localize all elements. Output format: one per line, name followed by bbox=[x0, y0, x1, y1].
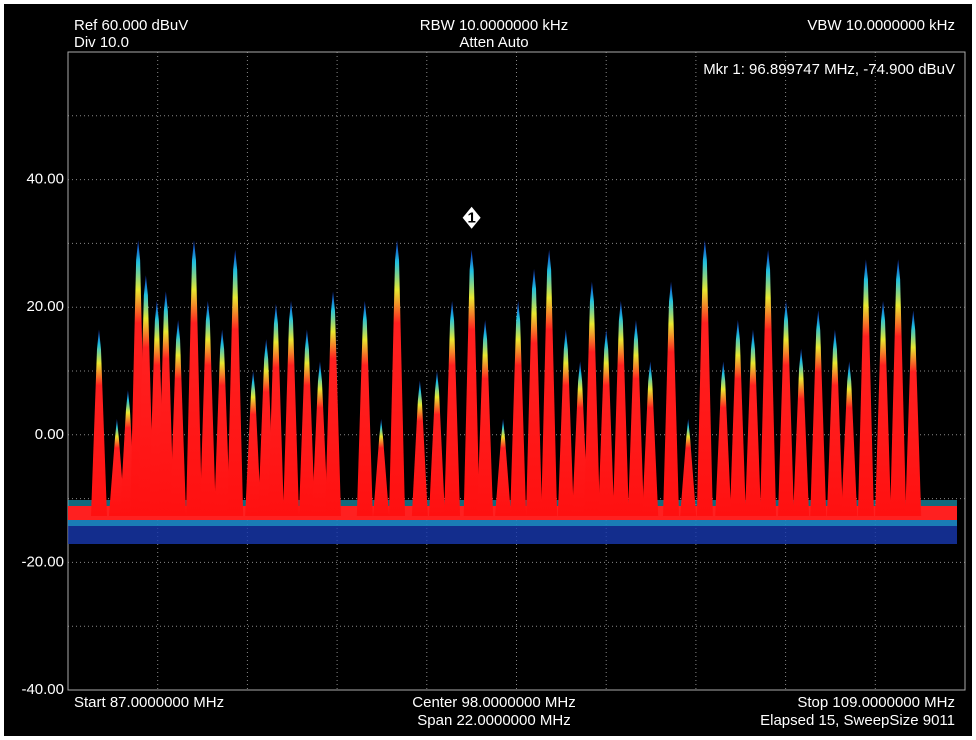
spectrum-peak bbox=[389, 240, 406, 516]
rbw: RBW 10.0000000 kHz bbox=[420, 17, 568, 34]
div: Div 10.0 bbox=[74, 34, 129, 51]
spectrum-peak bbox=[298, 329, 315, 516]
spectrum-peak bbox=[793, 348, 810, 516]
spectrum-peak bbox=[311, 361, 328, 516]
spectrum-peak bbox=[411, 380, 428, 516]
start-freq: Start 87.0000000 MHz bbox=[74, 694, 224, 711]
spectrum-peak bbox=[199, 300, 216, 516]
atten: Atten Auto bbox=[459, 34, 528, 51]
spectrum-peak bbox=[572, 361, 589, 516]
spectrum-peak bbox=[841, 361, 858, 516]
spectrum-peak bbox=[137, 275, 154, 516]
center-freq: Center 98.0000000 MHz bbox=[412, 694, 575, 711]
y-tick-label: 40.00 bbox=[26, 171, 64, 188]
spectrum-peak bbox=[696, 240, 713, 516]
spectrum-peak bbox=[612, 300, 629, 516]
marker-label: 1 bbox=[467, 210, 475, 227]
spectrum-peak bbox=[463, 249, 480, 516]
elapsed: Elapsed 15, SweepSize 9011 bbox=[760, 712, 955, 729]
spectrum-peak bbox=[744, 329, 761, 516]
spectrum-peak bbox=[227, 249, 244, 516]
spectrum-peak bbox=[729, 319, 746, 516]
spectrum-peak bbox=[778, 300, 795, 516]
ref-level: Ref 60.000 dBuV bbox=[74, 17, 188, 34]
spectrum-peak bbox=[157, 291, 174, 516]
marker-diamond bbox=[462, 206, 481, 229]
spectrum-peak bbox=[510, 300, 527, 516]
spectrum-peak bbox=[680, 418, 697, 516]
spectrum-peak bbox=[444, 300, 461, 516]
spectrum-peak bbox=[642, 361, 659, 516]
plot-border bbox=[67, 51, 966, 691]
spectrum-peak bbox=[356, 300, 373, 516]
spectrum-peak bbox=[627, 319, 644, 516]
spectrum-peak bbox=[857, 259, 874, 516]
spectrum-peak bbox=[905, 310, 922, 516]
y-tick-label: 20.00 bbox=[26, 298, 64, 315]
spectrum-peak bbox=[283, 300, 300, 516]
plot-area: 1 bbox=[67, 51, 966, 691]
spectrum-peak bbox=[541, 249, 558, 516]
stop-freq: Stop 109.0000000 MHz bbox=[797, 694, 955, 711]
spectrum-peak bbox=[495, 418, 512, 516]
spectrum-peak bbox=[325, 291, 342, 516]
vbw: VBW 10.0000000 kHz bbox=[807, 17, 955, 34]
spectrum-peak bbox=[108, 418, 125, 516]
spectrum-peak bbox=[826, 329, 843, 516]
spectrum-peak bbox=[428, 371, 445, 516]
spectrum-peak bbox=[810, 310, 827, 516]
marker-readout: Mkr 1: 96.899747 MHz, -74.900 dBuV bbox=[703, 61, 955, 78]
spectrum-peak bbox=[890, 259, 907, 516]
span: Span 22.0000000 MHz bbox=[417, 712, 570, 729]
spectrum-peak bbox=[245, 371, 262, 516]
spectrum-peak bbox=[477, 319, 494, 516]
spectrum-peak bbox=[267, 304, 284, 516]
spectrum-peak bbox=[214, 329, 231, 516]
spectrum-peak bbox=[598, 329, 615, 516]
y-tick-label: -20.00 bbox=[21, 553, 64, 570]
spectrum-peak bbox=[90, 329, 107, 516]
spectrum-peak bbox=[170, 319, 187, 516]
spectrum-peak bbox=[760, 249, 777, 516]
spectrum-peak bbox=[875, 300, 892, 516]
spectrum-peak bbox=[583, 281, 600, 516]
spectrum-peak bbox=[373, 418, 390, 516]
spectrum-peak bbox=[185, 240, 202, 516]
spectrum-peak bbox=[526, 268, 543, 516]
spectrum-peak bbox=[557, 329, 574, 516]
spectrum-peak bbox=[715, 361, 732, 516]
y-tick-label: 0.00 bbox=[35, 426, 64, 443]
y-tick-label: -40.00 bbox=[21, 681, 64, 698]
spectrum-peak bbox=[663, 281, 680, 516]
